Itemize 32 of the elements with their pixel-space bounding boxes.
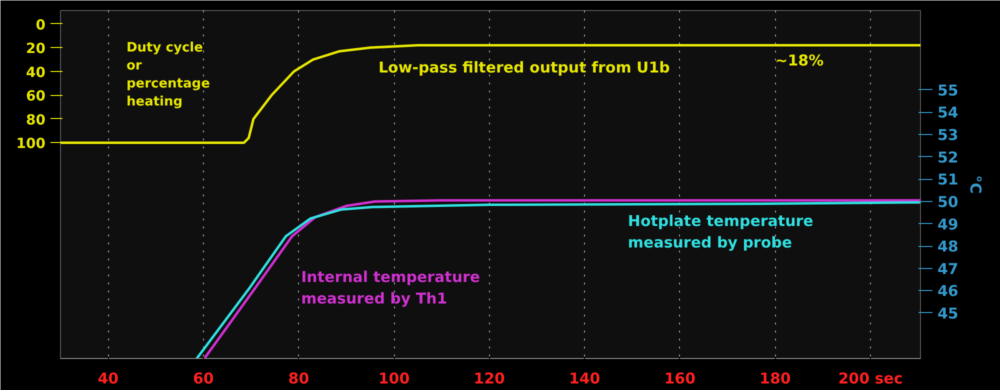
y2-axis-title: °C: [966, 175, 984, 194]
x-tick-label: 140: [568, 370, 600, 388]
y2-tick-label: 45: [938, 304, 958, 322]
y2-tick-label: 47: [938, 260, 958, 278]
y-tick-label: 80: [26, 112, 46, 128]
y2-tick-label: 50: [938, 192, 958, 211]
annotation: ~18%: [775, 51, 824, 70]
x-tick-label: 60: [193, 370, 214, 388]
y2-tick-label: 46: [938, 282, 958, 300]
y2-tick-label: 48: [938, 238, 958, 256]
y2-tick-label: 53: [938, 126, 958, 144]
x-tick-label: 100: [378, 370, 410, 388]
y-axis-title: Duty cycle or percentage heating: [126, 40, 210, 110]
y-tick-label: 20: [26, 41, 46, 58]
x-tick-label: 80: [288, 370, 310, 388]
y-tick-label: 0: [36, 17, 46, 34]
y-tick-label: 60: [26, 88, 46, 105]
y-tick-label: 100: [16, 136, 46, 152]
series-label: Low-pass filtered output from U1b: [378, 58, 670, 76]
series-label: Internal temperature measured by Th1: [301, 268, 480, 308]
x-tick-label: 120: [474, 370, 505, 388]
y2-tick-label: 51: [938, 170, 958, 189]
x-tick-label: 180: [760, 370, 791, 388]
x-tick-label: 200 sec: [838, 370, 903, 388]
series-label: Hotplate temperature measured by probe: [628, 212, 814, 252]
y2-tick-label: 54: [938, 104, 958, 122]
y2-tick-label: 52: [938, 148, 958, 166]
y2-tick-label: 55: [938, 81, 958, 100]
y2-tick-label: 49: [938, 215, 958, 234]
y-tick-label: 40: [26, 64, 46, 81]
x-tick-label: 160: [664, 370, 696, 388]
x-tick-label: 40: [98, 370, 119, 388]
